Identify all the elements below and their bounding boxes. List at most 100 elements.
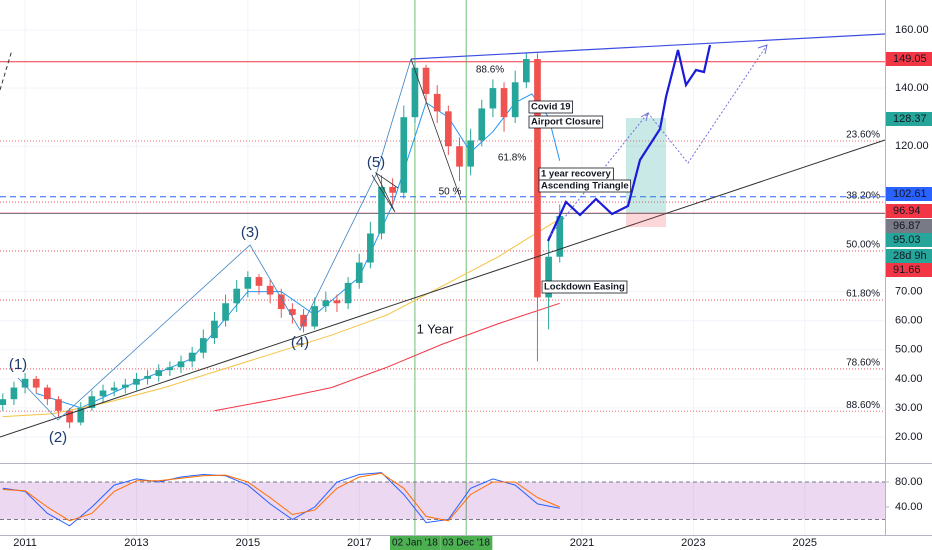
candle-body <box>155 370 163 376</box>
annotation: (2) <box>49 429 67 446</box>
candle-body <box>43 387 51 400</box>
candle-body <box>311 306 319 327</box>
candle-body <box>10 387 18 400</box>
candle-body <box>166 367 174 371</box>
x-tick-label: 2017 <box>347 537 371 549</box>
annotation-box <box>528 100 574 114</box>
candle-body <box>322 300 330 307</box>
fib-label: 50.00% <box>846 240 880 251</box>
fib-label: 78.60% <box>846 358 880 369</box>
price-badge-label: 91.66 <box>893 264 921 276</box>
candle-body <box>55 399 62 411</box>
candle-body <box>277 294 285 310</box>
candle-body <box>411 67 419 118</box>
candle-body <box>66 410 73 423</box>
countdown-label: 28d 9h <box>893 250 927 262</box>
price-badge-label: 128.37 <box>893 113 927 125</box>
annotation: Airport Closure <box>531 117 601 128</box>
annotation-box <box>541 280 628 294</box>
candle-body <box>266 285 274 295</box>
candle-body <box>233 288 241 304</box>
triangle <box>371 171 399 213</box>
price-badge-label: 102.61 <box>893 188 927 200</box>
osc-tick-label: 40.00 <box>895 501 923 513</box>
target-zone <box>626 118 666 213</box>
candle-body <box>478 108 486 141</box>
candle-body <box>500 88 508 118</box>
retrace-line <box>410 58 462 201</box>
candle-body <box>188 352 196 362</box>
annotation: 88.6% <box>476 65 504 76</box>
date-label: 03 Dec '18 <box>442 538 490 549</box>
x-tick-label: 2013 <box>124 537 148 549</box>
candle-body <box>88 396 96 408</box>
x-tick-label: 2025 <box>793 537 817 549</box>
stop-zone <box>626 213 666 227</box>
x-tick-label: 2015 <box>236 537 260 549</box>
annotation: (1) <box>9 356 27 373</box>
annotation: 1 Year <box>417 321 455 336</box>
fib-label: 38.20% <box>846 191 880 202</box>
annotation: 50 % <box>439 187 462 198</box>
oscillator-line <box>2 472 560 527</box>
fib-label: 61.80% <box>846 289 880 300</box>
price-badge <box>886 263 932 277</box>
candle-body <box>556 216 564 257</box>
candle-body <box>422 67 430 94</box>
price-badge <box>886 112 932 126</box>
oscillator-band <box>0 482 885 520</box>
y-tick-label: 160.00 <box>895 24 929 36</box>
candle-body <box>333 300 341 304</box>
y-tick-label: 120.00 <box>895 140 929 152</box>
annotation: Lockdown Easing <box>544 282 625 293</box>
x-tick-label: 2023 <box>681 537 705 549</box>
y-tick-label: 20.00 <box>895 431 923 443</box>
candle-body <box>289 309 296 315</box>
x-tick-label: 2011 <box>13 537 37 549</box>
y-tick-label: 70.00 <box>895 286 923 298</box>
candle-body <box>0 399 7 406</box>
y-tick-label: 140.00 <box>895 82 929 94</box>
candle-body <box>244 277 252 289</box>
y-tick-label: 40.00 <box>895 373 923 385</box>
candle-body <box>545 256 552 298</box>
price-badge <box>886 204 932 218</box>
candle-body <box>211 320 218 339</box>
y-tick-label: 60.00 <box>895 315 923 327</box>
price-badge-label: 96.87 <box>893 220 921 232</box>
candle-body <box>534 59 541 298</box>
annotation: (3) <box>241 224 259 241</box>
candle-body <box>121 384 129 388</box>
annotation: (4) <box>291 334 309 351</box>
arrow-head <box>640 111 649 122</box>
candle-body <box>144 375 151 379</box>
price-badge-label: 149.05 <box>893 53 927 65</box>
drawings <box>0 33 886 438</box>
price-badge-label: 95.03 <box>893 234 921 246</box>
candle-body <box>222 303 229 321</box>
fib-label: 23.60% <box>846 130 880 141</box>
date-label: 02 Jan '18 <box>392 538 438 549</box>
price-badge <box>886 219 932 233</box>
annotation: 61.8% <box>498 153 526 164</box>
candle-body <box>133 378 140 385</box>
annotation-box <box>538 179 632 193</box>
price-badge <box>886 187 932 201</box>
y-tick-label: 30.00 <box>895 402 923 414</box>
grid <box>0 0 885 535</box>
moving-average <box>214 302 560 412</box>
annotation: (5) <box>367 154 385 171</box>
price-badge-label: 96.94 <box>893 205 921 217</box>
trendline <box>0 139 886 438</box>
annotation: Covid 19 <box>531 102 571 113</box>
candle-body <box>255 277 263 286</box>
candle-body <box>110 387 118 391</box>
candle-body <box>378 186 385 234</box>
date-badge <box>440 536 493 550</box>
candle-body <box>21 378 29 388</box>
candle-body <box>199 338 207 353</box>
date-badge <box>390 536 441 550</box>
candle-body <box>511 82 519 118</box>
oscillator-pane <box>0 472 885 527</box>
